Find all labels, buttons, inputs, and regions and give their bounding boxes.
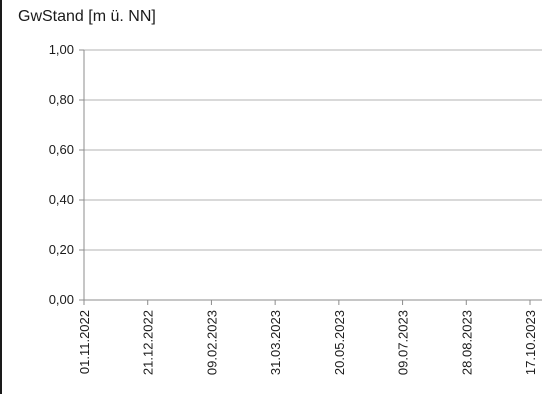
- x-tick-label: 28.08.2023: [459, 310, 474, 375]
- y-axis-label: GwStand [m ü. NN]: [18, 8, 156, 25]
- y-tick-labels: 1,00 0,80 0,60 0,40 0,20 0,00: [49, 42, 84, 307]
- y-tick-label: 0,80: [49, 92, 74, 107]
- y-tick-label: 0,20: [49, 242, 74, 257]
- x-tick-label: 09.02.2023: [204, 310, 219, 375]
- x-tick-label: 17.10.2023: [523, 310, 538, 375]
- y-tick-label: 0,60: [49, 142, 74, 157]
- x-tick-label: 20.05.2023: [332, 310, 347, 375]
- x-tick-labels: 01.11.2022 21.12.2022 09.02.2023 31.03.2023…: [77, 300, 538, 375]
- x-tick-label: 01.11.2022: [77, 310, 92, 374]
- x-tick-label: 31.03.2023: [268, 310, 283, 375]
- y-tick-label: 1,00: [49, 42, 74, 57]
- left-frame-border: [0, 0, 2, 394]
- x-tick-label: 09.07.2023: [396, 310, 411, 375]
- y-tick-label: 0,40: [49, 192, 74, 207]
- grid-lines: [84, 49, 542, 251]
- y-tick-label: 0,00: [49, 292, 74, 307]
- x-tick-label: 21.12.2022: [141, 310, 156, 375]
